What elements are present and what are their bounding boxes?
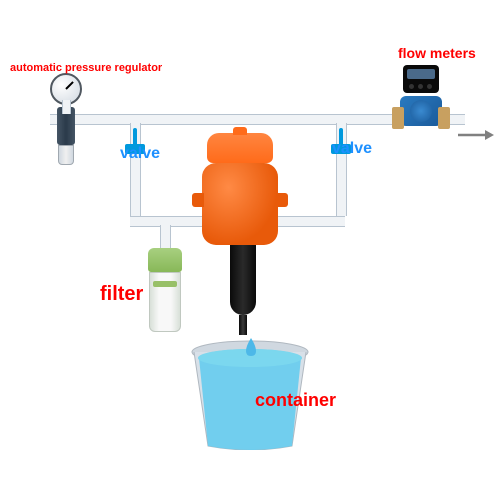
label-valve-left: valve	[120, 145, 160, 163]
flowmeter-fitting-right	[438, 107, 450, 129]
pressure-regulator	[50, 73, 82, 165]
label-valve-right: valve	[332, 140, 372, 158]
flow-meter	[400, 65, 442, 126]
flow-arrow-icon	[458, 128, 494, 147]
injector-pump	[207, 133, 278, 335]
filter	[148, 248, 182, 332]
valve-left	[125, 128, 145, 140]
regulator-connector	[62, 100, 71, 114]
label-flowmeters: flow meters	[398, 45, 476, 61]
valve-right	[331, 128, 351, 140]
label-container: container	[255, 390, 336, 411]
water-drop-icon	[244, 338, 258, 363]
label-filter: filter	[100, 283, 143, 306]
label-regulator: automatic pressure regulator	[10, 62, 162, 74]
flowmeter-fitting-left	[392, 107, 404, 129]
